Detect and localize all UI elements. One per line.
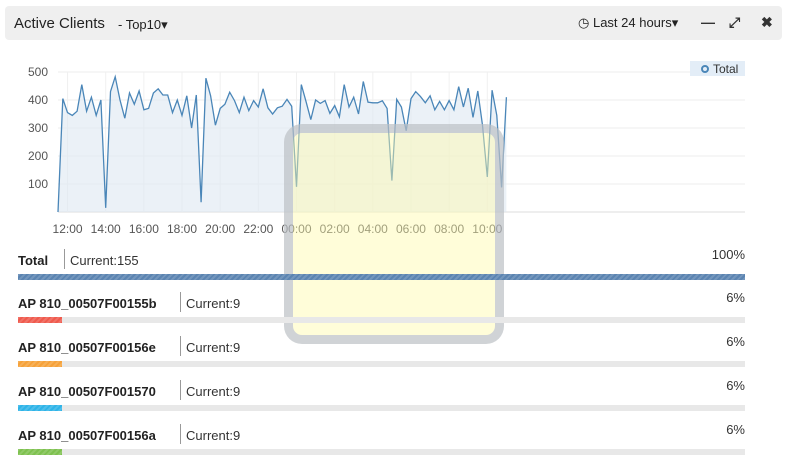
progress-fill [18, 449, 62, 455]
row-current: Current:155 [70, 253, 139, 268]
y-tick-label: 400 [28, 93, 48, 107]
y-tick-label: 500 [28, 65, 48, 79]
x-tick-label: 06:00 [396, 222, 426, 236]
row-name: AP 810_00507F00156e [18, 340, 156, 355]
progress-bar [18, 405, 745, 411]
x-tick-label: 16:00 [129, 222, 159, 236]
progress-bar [18, 361, 745, 367]
row-percent: 6% [726, 422, 745, 437]
divider [180, 424, 181, 444]
x-tick-label: 20:00 [205, 222, 235, 236]
series-line-total [57, 74, 508, 213]
x-tick-label: 08:00 [434, 222, 464, 236]
x-tick-label: 00:00 [281, 222, 311, 236]
progress-bar [18, 274, 745, 280]
clock-icon: ◷ [578, 15, 590, 30]
row-current: Current:9 [186, 340, 241, 355]
time-range-dropdown[interactable]: ◷ Last 24 hours▾ [578, 15, 678, 31]
legend-label-total: Total [713, 62, 738, 76]
minimize-icon[interactable]: — [701, 14, 715, 30]
divider [180, 292, 181, 312]
expand-icon[interactable]: ⤢ [729, 14, 741, 30]
active-clients-chart: 100 200 300 400 500 12:00 14:00 16:00 18:00 20:00… [28, 61, 745, 236]
widget-header: Active Clients - Top10▾ ◷ Last 24 hours▾… [5, 6, 782, 40]
series-area-total [58, 76, 507, 212]
x-tick-label: 10:00 [472, 222, 502, 236]
x-tick-label: 12:00 [53, 222, 83, 236]
legend-marker-icon [701, 65, 709, 73]
close-icon[interactable]: ✖ [761, 14, 773, 30]
x-tick-label: 14:00 [91, 222, 121, 236]
y-tick-label: 200 [28, 149, 48, 163]
row-current: Current:9 [186, 384, 241, 399]
x-tick-label: 04:00 [358, 222, 388, 236]
legend[interactable]: Total [690, 61, 745, 76]
row-current: Current:9 [186, 428, 241, 443]
x-tick-label: 02:00 [320, 222, 350, 236]
time-range-label: Last 24 hours▾ [592, 15, 679, 30]
progress-fill [18, 274, 745, 280]
progress-bar [18, 449, 745, 455]
x-tick-label: 22:00 [243, 222, 273, 236]
row-percent: 6% [726, 290, 745, 305]
progress-fill [18, 361, 62, 367]
row-percent: 100% [711, 247, 745, 262]
row-percent: 6% [726, 334, 745, 349]
progress-bar [18, 317, 745, 323]
row-name: Total [18, 253, 49, 268]
row-percent: 6% [726, 378, 745, 393]
y-tick-label: 100 [28, 177, 48, 191]
divider [180, 380, 181, 400]
row-name: AP 810_00507F00155b [18, 296, 157, 311]
divider [64, 249, 65, 269]
divider [180, 336, 181, 356]
row-current: Current:9 [186, 296, 241, 311]
top10-dropdown[interactable]: - Top10▾ [118, 17, 168, 32]
row-name: AP 810_00507F001570 [18, 384, 156, 399]
progress-fill [18, 405, 62, 411]
widget-title: Active Clients [14, 15, 105, 32]
progress-fill [18, 317, 62, 323]
x-tick-label: 18:00 [167, 222, 197, 236]
row-name: AP 810_00507F00156a [18, 428, 156, 443]
y-tick-label: 300 [28, 121, 48, 135]
